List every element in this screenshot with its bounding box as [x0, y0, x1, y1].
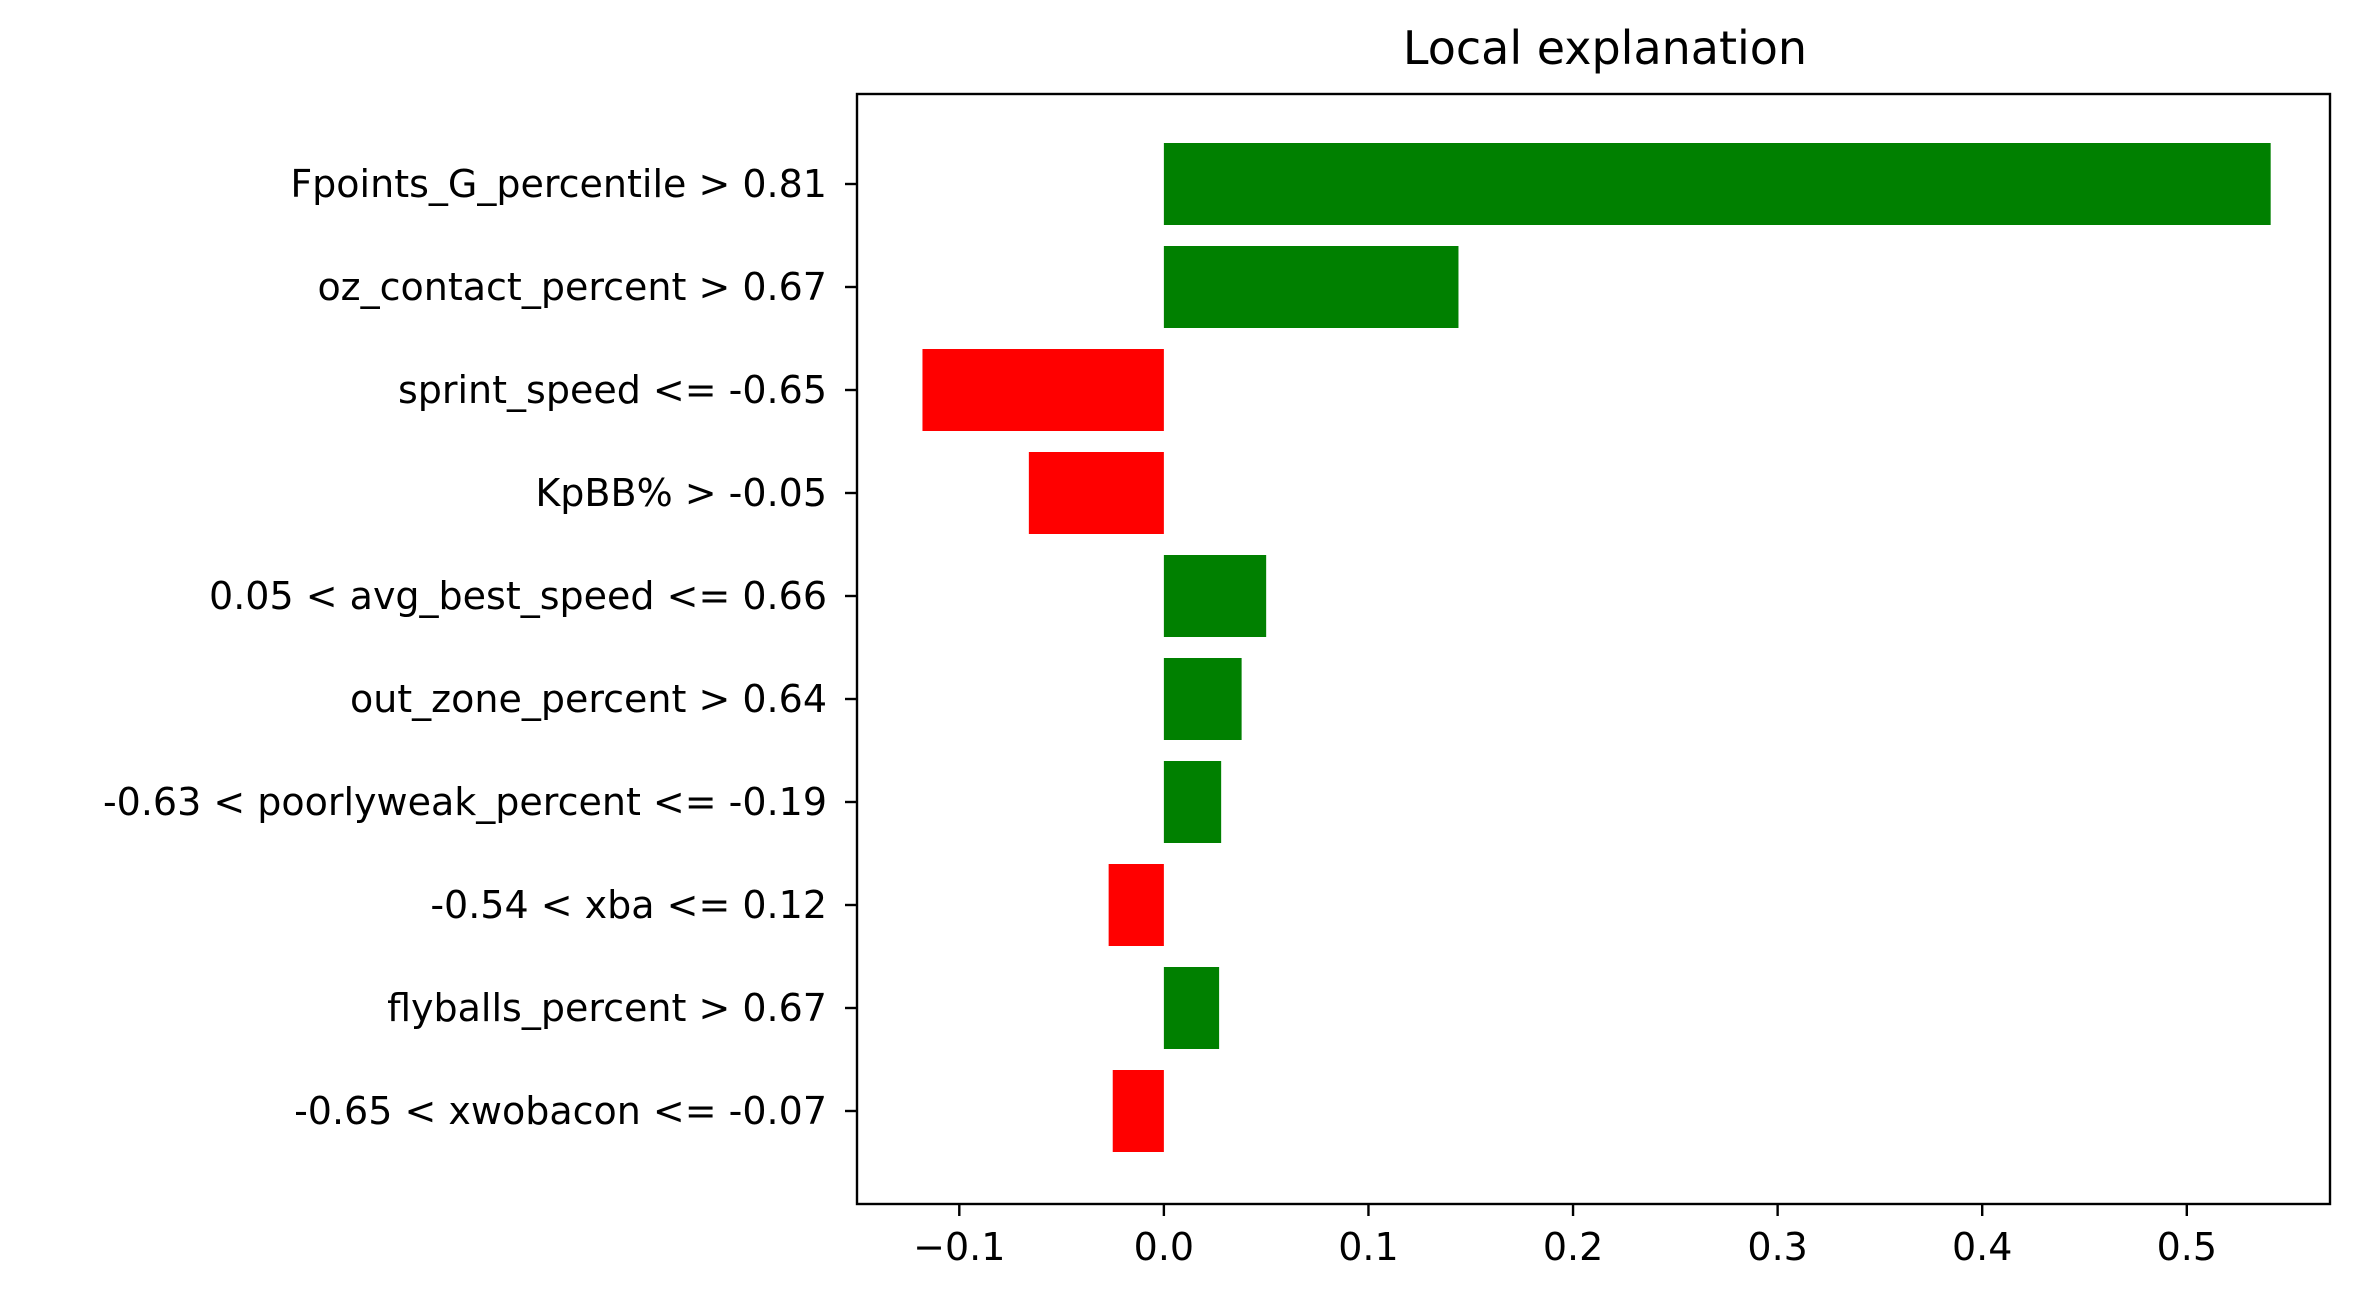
- y-tick-label: flyballs_percent > 0.67: [387, 986, 827, 1030]
- y-tick-label: -0.65 < xwobacon <= -0.07: [294, 1089, 827, 1133]
- bar: [1163, 967, 1220, 1049]
- y-tick-label: -0.54 < xba <= 0.12: [430, 883, 827, 927]
- bars-layer: [922, 143, 2271, 1152]
- chart-title: Local explanation: [1403, 21, 1807, 75]
- x-tick-label: 0.4: [1952, 1225, 2012, 1269]
- y-tick-label: oz_contact_percent > 0.67: [317, 265, 827, 309]
- bar: [922, 349, 1164, 431]
- x-axis-ticks: −0.1 0.0 0.1 0.2 0.3 0.4 0.5: [913, 1204, 2217, 1269]
- x-tick-label: −0.1: [913, 1225, 1005, 1269]
- x-tick-label: 0.5: [2157, 1225, 2217, 1269]
- bar: [1163, 658, 1242, 740]
- bar: [1163, 555, 1267, 637]
- y-tick-labels: Fpoints_G_percentile > 0.81 oz_contact_pe…: [103, 162, 857, 1133]
- bar: [1163, 143, 2271, 225]
- x-tick-label: 0.0: [1134, 1225, 1194, 1269]
- plot-frame: [855, 92, 2332, 1206]
- y-tick-label: out_zone_percent > 0.64: [350, 677, 827, 721]
- x-tick-label: 0.2: [1543, 1225, 1603, 1269]
- bar: [1112, 1070, 1164, 1152]
- x-tick-label: 0.3: [1747, 1225, 1807, 1269]
- y-tick-label: KpBB% > -0.05: [535, 471, 827, 515]
- y-tick-label: -0.63 < poorlyweak_percent <= -0.19: [103, 780, 827, 824]
- bar: [1163, 246, 1459, 328]
- y-tick-label: sprint_speed <= -0.65: [398, 368, 827, 412]
- y-tick-label: Fpoints_G_percentile > 0.81: [290, 162, 827, 206]
- y-tick-label: 0.05 < avg_best_speed <= 0.66: [209, 574, 827, 618]
- bar: [1028, 452, 1164, 534]
- x-tick-label: 0.1: [1338, 1225, 1398, 1269]
- bar: [1163, 761, 1222, 843]
- bar: [1108, 864, 1164, 946]
